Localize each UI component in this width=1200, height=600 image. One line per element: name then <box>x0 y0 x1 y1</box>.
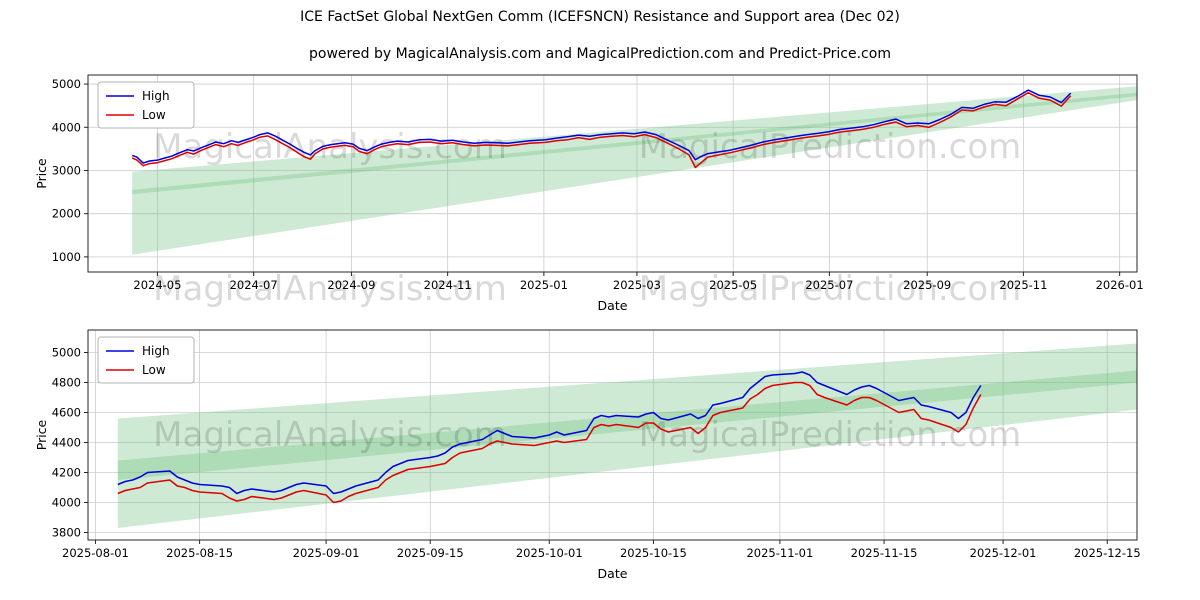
bottom-chart-canvas: MagicalAnalysis.com MagicalPrediction.com… <box>34 329 1141 581</box>
y-tick-label: 3000 <box>52 163 81 177</box>
y-tick-label: 4400 <box>52 436 81 450</box>
grid <box>88 330 1137 540</box>
x-tick-label: 2025-10-15 <box>620 546 687 560</box>
tick-labels: 2025-08-01 2025-08-15 2025-09-01 2025-09-15… <box>52 346 1141 561</box>
x-tick-label: 2024-09 <box>327 278 375 292</box>
x-tick-label: 2026-01 <box>1096 278 1144 292</box>
y-tick-label: 4200 <box>52 466 81 480</box>
legend-label-high: High <box>142 344 170 358</box>
x-tick-label: 2025-07 <box>805 278 853 292</box>
y-tick-label: 5000 <box>52 77 81 91</box>
watermark-analysis: MagicalAnalysis.com <box>153 415 507 455</box>
y-tick-label: 5000 <box>52 346 81 360</box>
y-axis-label: Price <box>34 419 49 450</box>
series-low-line <box>131 91 1072 169</box>
x-tick-label: 2025-09-01 <box>293 546 360 560</box>
x-tick-label: 2025-08-01 <box>62 546 129 560</box>
x-tick-label: 2024-07 <box>230 278 278 292</box>
x-tick-label: 2025-11-15 <box>851 546 918 560</box>
y-axis-label: Price <box>34 158 49 189</box>
x-tick-label: 2025-11 <box>999 278 1047 292</box>
series-high-line <box>117 371 982 495</box>
x-tick-label: 2025-09 <box>903 278 951 292</box>
series-low-line <box>117 381 982 504</box>
y-tick-label: 1000 <box>52 250 81 264</box>
top-chart-canvas: MagicalAnalysis.com MagicalPrediction.com… <box>34 74 1144 313</box>
legend-label-low: Low <box>142 363 166 377</box>
y-tick-label: 3800 <box>52 526 81 540</box>
x-tick-label: 2025-12-15 <box>1074 546 1141 560</box>
x-tick-label: 2025-12-01 <box>970 546 1037 560</box>
y-tick-label: 4000 <box>52 120 81 134</box>
legend-label-high: High <box>142 89 170 103</box>
watermark-prediction: MagicalPrediction.com <box>639 127 1022 167</box>
y-tick-label: 4800 <box>52 376 81 390</box>
x-tick-label: 2024-11 <box>424 278 472 292</box>
plot-border <box>87 329 1138 541</box>
support-resistance-band <box>117 343 1138 480</box>
x-tick-label: 2024-05 <box>133 278 181 292</box>
x-tick-label: 2025-08-15 <box>166 546 233 560</box>
legend: High Low <box>97 81 195 129</box>
series-high-line <box>131 89 1072 164</box>
y-tick-label: 4600 <box>52 406 81 420</box>
x-tick-label: 2025-01 <box>520 278 568 292</box>
watermark-prediction: MagicalPrediction.com <box>639 269 1022 309</box>
y-tick-label: 4000 <box>52 496 81 510</box>
x-tick-label: 2025-05 <box>709 278 757 292</box>
x-tick-label: 2025-10-01 <box>516 546 583 560</box>
legend-label-low: Low <box>142 108 166 122</box>
plot-border <box>87 74 1138 273</box>
tick-labels: 2024-05 2024-07 2024-09 2024-11 2025-01 2025-… <box>52 77 1144 292</box>
x-tick-label: 2025-03 <box>613 278 661 292</box>
support-resistance-band <box>132 86 1137 195</box>
watermark-prediction: MagicalPrediction.com <box>639 415 1022 455</box>
support-resistance-band <box>132 92 1137 255</box>
y-tick-label: 2000 <box>52 207 81 221</box>
figure-subtitle: powered by MagicalAnalysis.com and Magic… <box>309 46 891 62</box>
x-axis-label: Date <box>598 298 628 313</box>
grid <box>88 75 1137 272</box>
x-tick-label: 2025-09-15 <box>397 546 464 560</box>
legend: High Low <box>97 336 195 384</box>
figure-title: ICE FactSet Global NextGen Comm (ICEFSNC… <box>300 9 900 25</box>
x-axis-label: Date <box>598 566 628 581</box>
x-tick-label: 2025-11-01 <box>746 546 813 560</box>
